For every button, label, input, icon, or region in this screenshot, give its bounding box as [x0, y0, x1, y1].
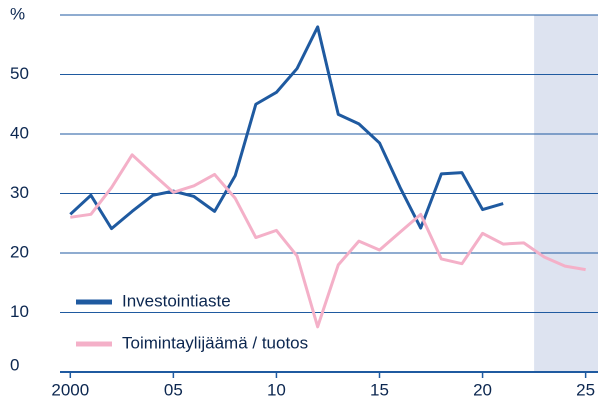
x-tick-label: 20	[473, 380, 492, 399]
x-tick-label: 05	[164, 380, 183, 399]
x-tick-label: 10	[267, 380, 286, 399]
y-tick-label: 40	[10, 123, 29, 142]
y-tick-label: 30	[10, 183, 29, 202]
y-tick-label: %	[10, 4, 25, 23]
legend-label: Toimintaylijäämä / tuotos	[122, 333, 308, 352]
x-tick-label: 15	[370, 380, 389, 399]
x-tick-label: 2000	[51, 380, 89, 399]
series-line	[70, 153, 586, 329]
y-tick-label: 50	[10, 64, 29, 83]
y-tick-label: 0	[10, 355, 19, 374]
series-line	[69, 25, 504, 231]
y-tick-label: 10	[10, 302, 29, 321]
y-tick-label: 20	[10, 242, 29, 261]
legend-label: Investointiaste	[122, 291, 231, 310]
x-tick-label: 25	[576, 380, 595, 399]
